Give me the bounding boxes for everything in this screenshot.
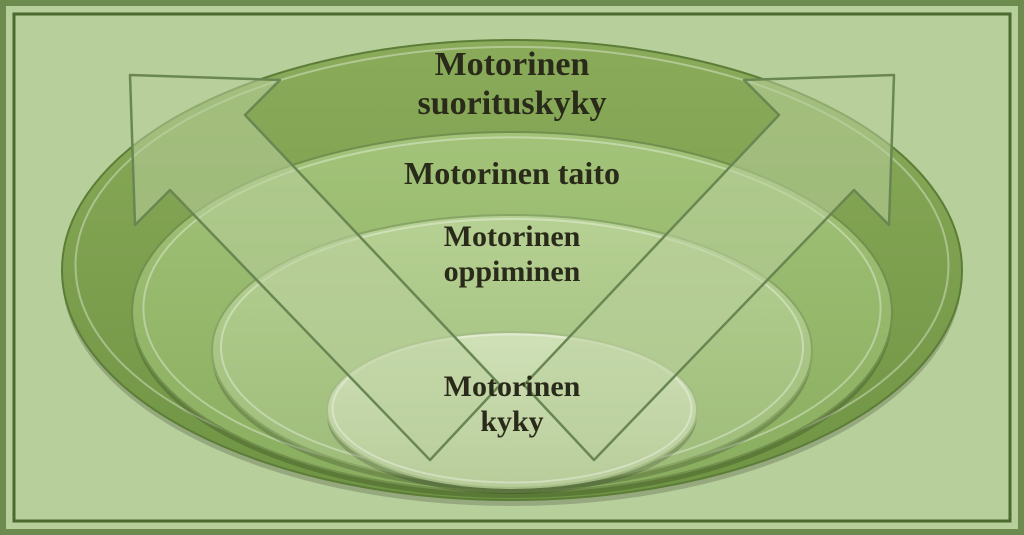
diagram-svg (0, 0, 1024, 535)
nested-ellipse-diagram: MotorinensuorituskykyMotorinen taitoMoto… (0, 0, 1024, 535)
